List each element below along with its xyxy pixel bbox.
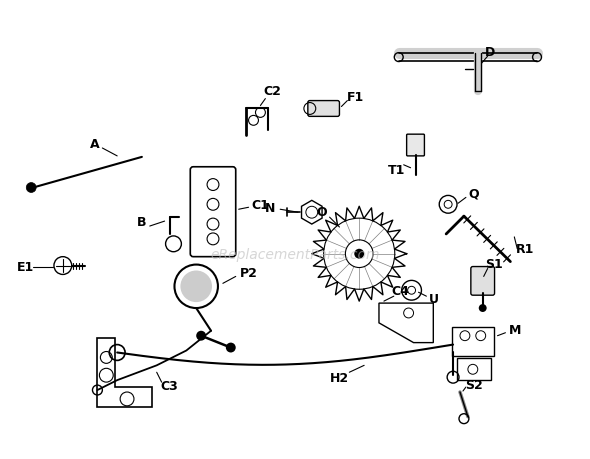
- Text: F1: F1: [347, 91, 364, 104]
- FancyBboxPatch shape: [457, 358, 491, 381]
- Text: C3: C3: [160, 379, 178, 392]
- Text: C1: C1: [251, 198, 270, 211]
- Text: H2: H2: [330, 371, 349, 384]
- Circle shape: [196, 331, 206, 341]
- Text: S2: S2: [465, 378, 483, 391]
- Text: Q: Q: [468, 188, 479, 201]
- Text: E1: E1: [17, 260, 34, 274]
- Text: P2: P2: [240, 266, 257, 280]
- Text: N: N: [265, 202, 276, 214]
- Circle shape: [181, 271, 212, 302]
- FancyBboxPatch shape: [407, 135, 424, 157]
- Text: O: O: [316, 205, 327, 218]
- Circle shape: [226, 343, 236, 353]
- Text: S1: S1: [485, 257, 503, 270]
- FancyBboxPatch shape: [452, 327, 494, 357]
- Text: C4: C4: [392, 284, 409, 297]
- Text: D: D: [484, 45, 495, 59]
- Text: T1: T1: [388, 164, 405, 177]
- Circle shape: [27, 183, 36, 193]
- Text: eReplacementParts.com: eReplacementParts.com: [210, 247, 380, 261]
- Text: R1: R1: [516, 243, 535, 256]
- Text: C2: C2: [263, 85, 281, 98]
- Text: M: M: [509, 324, 522, 336]
- Text: A: A: [90, 137, 99, 150]
- Text: U: U: [430, 292, 440, 305]
- Text: B: B: [137, 215, 147, 228]
- Circle shape: [354, 249, 364, 259]
- FancyBboxPatch shape: [308, 101, 339, 117]
- FancyBboxPatch shape: [191, 168, 236, 257]
- FancyBboxPatch shape: [471, 267, 494, 296]
- Circle shape: [478, 304, 487, 312]
